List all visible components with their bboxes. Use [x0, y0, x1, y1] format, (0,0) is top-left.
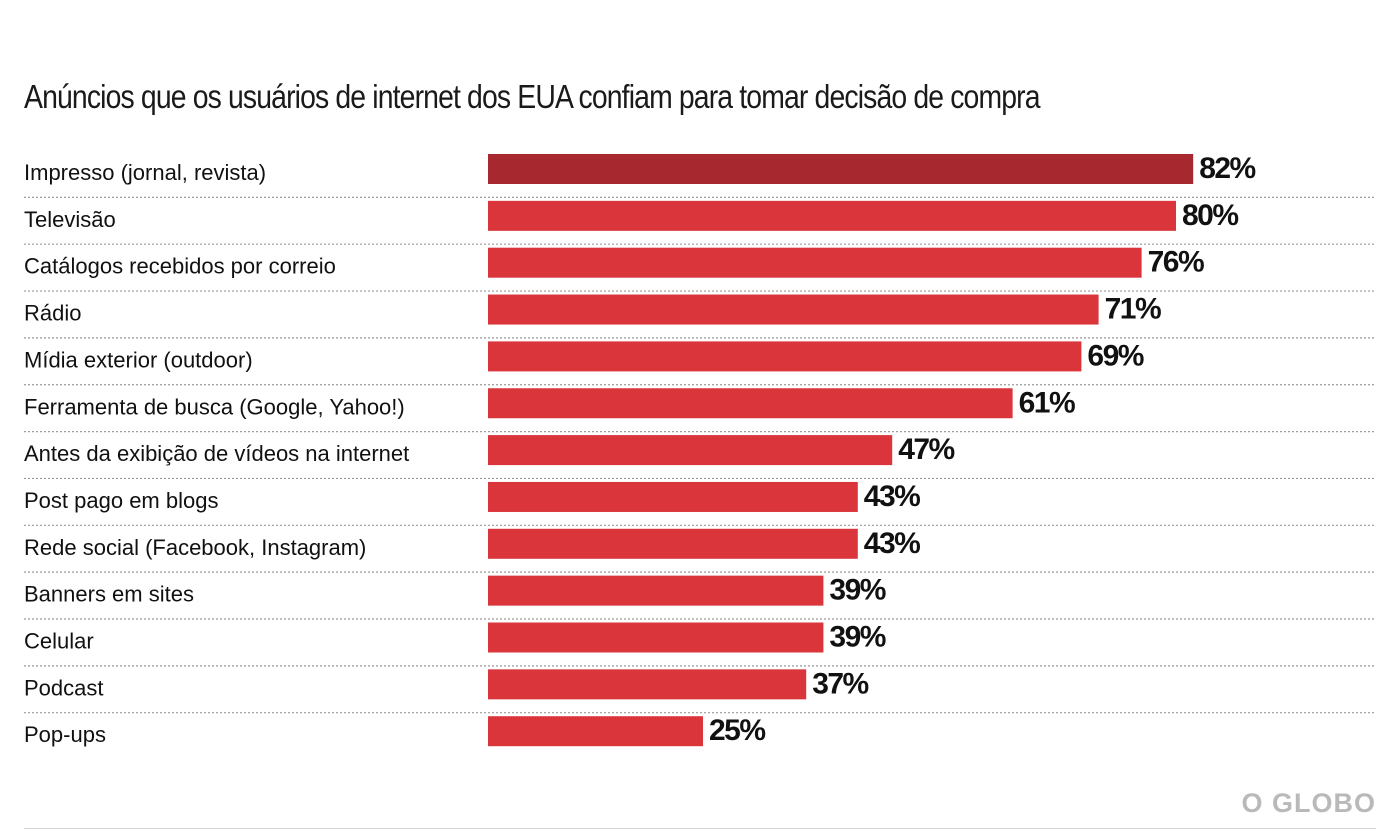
category-label: Impresso (jornal, revista): [24, 160, 266, 185]
category-label: Banners em sites: [24, 582, 194, 607]
value-label: 69%: [1087, 339, 1143, 372]
bar: [488, 294, 1099, 325]
chart-title: Anúncios que os usuários de internet dos…: [24, 78, 1041, 115]
bar: [488, 200, 1176, 231]
category-label: Catálogos recebidos por correio: [24, 254, 336, 279]
value-label: 80%: [1182, 199, 1238, 232]
category-label: Mídia exterior (outdoor): [24, 347, 253, 372]
bar: [488, 388, 1013, 419]
bar: [488, 716, 703, 747]
bar: [488, 669, 807, 700]
value-label: 47%: [898, 433, 954, 466]
category-label: Rádio: [24, 301, 81, 326]
brand-logo: O GLOBO: [1241, 788, 1376, 818]
bar: [488, 528, 858, 559]
category-label: Rede social (Facebook, Instagram): [24, 535, 366, 560]
value-label: 76%: [1148, 246, 1204, 279]
bar: [488, 622, 824, 653]
value-label: 82%: [1199, 152, 1255, 185]
bar: [488, 247, 1142, 278]
category-label: Pop-ups: [24, 722, 106, 747]
bar: [488, 435, 893, 466]
value-label: 61%: [1019, 386, 1075, 419]
value-label: 43%: [864, 480, 920, 513]
category-label: Celular: [24, 629, 94, 654]
value-label: 39%: [829, 621, 885, 654]
value-label: 43%: [864, 527, 920, 560]
category-label: Ferramenta de busca (Google, Yahoo!): [24, 394, 405, 419]
bar: [488, 154, 1194, 184]
value-label: 37%: [812, 667, 868, 700]
value-label: 71%: [1105, 293, 1161, 326]
category-label: Podcast: [24, 675, 104, 700]
value-label: 25%: [709, 714, 765, 747]
footer-divider: [24, 828, 1376, 829]
bar-chart: Impresso (jornal, revista) 82% Televisão 80…: [24, 152, 1376, 747]
category-label: Antes da exibição de vídeos na internet: [24, 441, 409, 466]
category-label: Televisão: [24, 207, 116, 232]
bar: [488, 481, 858, 512]
bar: [488, 341, 1082, 372]
category-label: Post pago em blogs: [24, 488, 218, 513]
value-label: 39%: [829, 574, 885, 607]
bar: [488, 575, 824, 606]
